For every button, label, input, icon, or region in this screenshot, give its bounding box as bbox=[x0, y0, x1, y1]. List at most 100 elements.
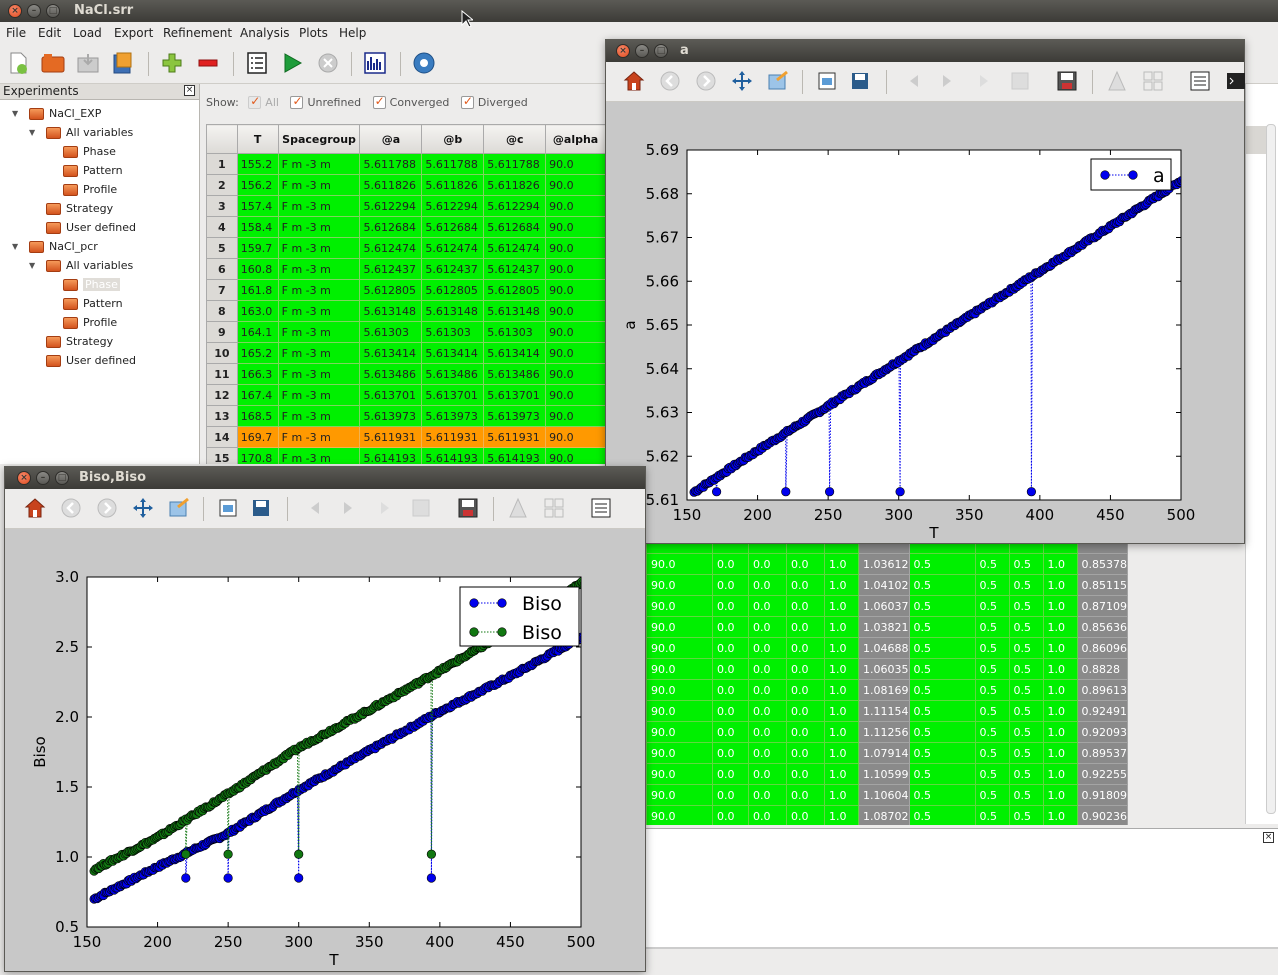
table-cell[interactable]: 0.5 bbox=[975, 701, 1009, 722]
table-cell[interactable]: 1.08169 bbox=[859, 680, 910, 701]
table-row[interactable]: 14 169.7 F m -3 m 5.611931 5.611931 5.611931 9… bbox=[207, 427, 606, 448]
table-cell[interactable]: 0.0 bbox=[787, 596, 825, 617]
table-cell[interactable]: 1.0 bbox=[825, 722, 859, 743]
terminal-icon[interactable] bbox=[1223, 68, 1249, 94]
table-cell[interactable]: 0.0 bbox=[787, 575, 825, 596]
column-header-a[interactable]: @a bbox=[360, 125, 422, 154]
tree-node-nacl-exp[interactable]: ▼ NaCl_EXP bbox=[12, 104, 101, 123]
row-header[interactable]: 7 bbox=[207, 280, 238, 301]
home-icon[interactable] bbox=[621, 68, 647, 94]
table-cell[interactable]: 0.5 bbox=[909, 575, 975, 596]
list-icon[interactable] bbox=[1187, 68, 1213, 94]
table-cell[interactable]: 0.0 bbox=[787, 680, 825, 701]
table-cell-c[interactable]: 5.61303 bbox=[484, 322, 546, 343]
table-cell[interactable]: 0.0 bbox=[749, 554, 787, 575]
row-header[interactable]: 15 bbox=[207, 448, 238, 465]
table-cell-a[interactable]: 5.613701 bbox=[360, 385, 422, 406]
minimize-button[interactable]: – bbox=[27, 4, 41, 18]
table-cell[interactable]: 0.89613 bbox=[1077, 680, 1128, 701]
table-cell-b[interactable]: 5.611788 bbox=[422, 154, 484, 175]
table-cell-a[interactable]: 5.613148 bbox=[360, 301, 422, 322]
table-cell-c[interactable]: 5.613486 bbox=[484, 364, 546, 385]
table-cell-t[interactable]: 155.2 bbox=[237, 154, 278, 175]
table-cell[interactable]: 0.0 bbox=[749, 680, 787, 701]
table-cell-a[interactable]: 5.613486 bbox=[360, 364, 422, 385]
table-cell[interactable]: 0.8828 bbox=[1077, 659, 1128, 680]
table-cell[interactable]: 1.0 bbox=[825, 575, 859, 596]
add-icon[interactable] bbox=[159, 50, 185, 76]
table-row[interactable]: 8 163.0 F m -3 m 5.613148 5.613148 5.613148 90… bbox=[207, 301, 606, 322]
configure-subplots-icon[interactable] bbox=[215, 495, 241, 521]
table-cell[interactable]: 0.87109 bbox=[1077, 596, 1128, 617]
table-cell[interactable]: 0.0 bbox=[713, 764, 749, 785]
table-row[interactable]: 90.0 0.0 0.0 0.0 1.0 1.03821 0.5 0.5 0.5 1.0 0.856… bbox=[647, 617, 1128, 638]
table-cell[interactable]: 0.0 bbox=[713, 596, 749, 617]
table-cell-c[interactable]: 5.612437 bbox=[484, 259, 546, 280]
row-header[interactable]: 9 bbox=[207, 322, 238, 343]
table-cell-t[interactable]: 161.8 bbox=[237, 280, 278, 301]
close-button[interactable]: × bbox=[17, 471, 31, 485]
table-cell[interactable]: 1.0 bbox=[825, 617, 859, 638]
table-cell[interactable]: 90.0 bbox=[647, 806, 713, 826]
table-cell[interactable]: 0.5 bbox=[975, 575, 1009, 596]
table-cell[interactable]: 0.0 bbox=[787, 764, 825, 785]
close-button[interactable]: × bbox=[8, 4, 22, 18]
tree-node-all-variables[interactable]: ▼ All variables bbox=[29, 123, 133, 142]
table-cell[interactable]: 0.0 bbox=[713, 701, 749, 722]
table-cell-a[interactable]: 5.611931 bbox=[360, 427, 422, 448]
table-row[interactable]: 90.0 0.0 0.0 0.0 1.0 1.10604 0.5 0.5 0.5 1.0 0.918… bbox=[647, 785, 1128, 806]
table-row[interactable]: 90.0 0.0 0.0 0.0 1.0 1.04688 0.5 0.5 0.5 1.0 0.860… bbox=[647, 638, 1128, 659]
table-cell-b[interactable]: 5.612805 bbox=[422, 280, 484, 301]
table-cell[interactable]: 0.5 bbox=[1009, 659, 1043, 680]
table-cell[interactable]: 1.06035 bbox=[859, 659, 910, 680]
tree-node-user-defined[interactable]: User defined bbox=[46, 351, 136, 370]
table-cell[interactable]: 1.0 bbox=[825, 764, 859, 785]
table-cell[interactable]: 0.92093 bbox=[1077, 722, 1128, 743]
table-cell[interactable]: 0.5 bbox=[909, 806, 975, 826]
open-folder-icon[interactable] bbox=[40, 50, 66, 76]
table-cell-b[interactable]: 5.613486 bbox=[422, 364, 484, 385]
table-cell-b[interactable]: 5.613701 bbox=[422, 385, 484, 406]
table-cell-t[interactable]: 168.5 bbox=[237, 406, 278, 427]
table-cell[interactable]: 0.0 bbox=[787, 659, 825, 680]
table-cell-a[interactable]: 5.612437 bbox=[360, 259, 422, 280]
table-cell[interactable]: 1.0 bbox=[1043, 743, 1077, 764]
table-row[interactable]: 6 160.8 F m -3 m 5.612437 5.612437 5.612437 90… bbox=[207, 259, 606, 280]
table-cell[interactable]: 0.5 bbox=[909, 764, 975, 785]
table-cell-c[interactable]: 5.611788 bbox=[484, 154, 546, 175]
table-cell[interactable]: 0.5 bbox=[975, 596, 1009, 617]
export-icon[interactable] bbox=[110, 50, 136, 76]
table-cell[interactable]: 0.90236 bbox=[1077, 806, 1128, 826]
table-cell[interactable]: 0.91809 bbox=[1077, 785, 1128, 806]
table-cell-c[interactable]: 5.612474 bbox=[484, 238, 546, 259]
table-cell[interactable]: 0.0 bbox=[749, 743, 787, 764]
table-cell[interactable]: 1.0 bbox=[825, 785, 859, 806]
table-cell[interactable]: 0.0 bbox=[713, 722, 749, 743]
new-file-icon[interactable] bbox=[5, 50, 31, 76]
fit-icon[interactable] bbox=[505, 495, 531, 521]
minimize-button[interactable]: – bbox=[635, 44, 649, 58]
next-icon[interactable] bbox=[935, 68, 961, 94]
table-row[interactable]: 4 158.4 F m -3 m 5.612684 5.612684 5.612684 90… bbox=[207, 217, 606, 238]
table-cell[interactable]: 1.0 bbox=[1043, 680, 1077, 701]
row-header[interactable]: 4 bbox=[207, 217, 238, 238]
table-cell-sg[interactable]: F m -3 m bbox=[278, 385, 360, 406]
layout-icon[interactable] bbox=[541, 495, 567, 521]
table-cell[interactable]: 1.11154 bbox=[859, 701, 910, 722]
table-cell[interactable]: 0.5 bbox=[909, 722, 975, 743]
table-cell[interactable]: 1.0 bbox=[1043, 701, 1077, 722]
table-cell[interactable]: 0.5 bbox=[1009, 638, 1043, 659]
table-cell[interactable]: 0.85636 bbox=[1077, 617, 1128, 638]
table-cell-b[interactable]: 5.613148 bbox=[422, 301, 484, 322]
table-cell[interactable]: 0.0 bbox=[787, 806, 825, 826]
table-cell-sg[interactable]: F m -3 m bbox=[278, 322, 360, 343]
table-row[interactable]: 90.0 0.0 0.0 0.0 1.0 1.08169 0.5 0.5 0.5 1.0 0.896… bbox=[647, 680, 1128, 701]
table-cell-sg[interactable]: F m -3 m bbox=[278, 154, 360, 175]
table-cell[interactable]: 0.5 bbox=[1009, 596, 1043, 617]
table-cell[interactable]: 0.0 bbox=[749, 806, 787, 826]
table-cell-t[interactable]: 156.2 bbox=[237, 175, 278, 196]
first-icon[interactable] bbox=[301, 495, 327, 521]
table-cell-t[interactable]: 165.2 bbox=[237, 343, 278, 364]
table-cell[interactable]: 0.0 bbox=[749, 701, 787, 722]
table-cell-t[interactable]: 158.4 bbox=[237, 217, 278, 238]
